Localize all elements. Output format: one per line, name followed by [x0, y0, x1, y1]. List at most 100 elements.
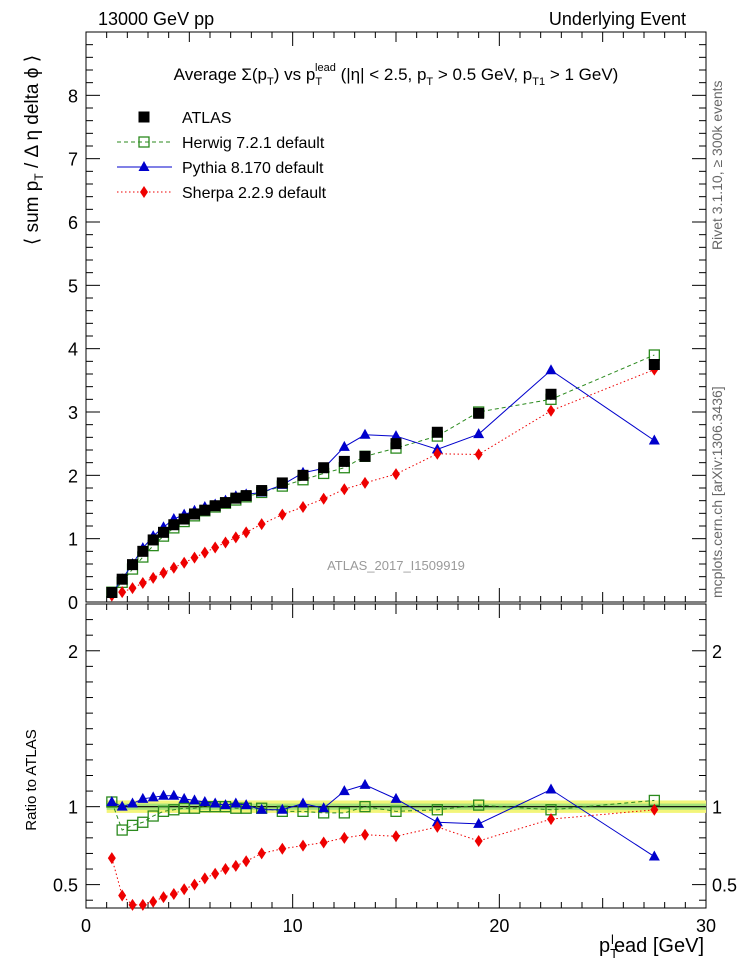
point-0-6 — [168, 519, 180, 531]
point-2-18 — [338, 440, 350, 451]
ratio-point-0-21 — [431, 804, 443, 816]
point-3-10 — [211, 541, 220, 554]
watermark: ATLAS_2017_I1509919 — [327, 558, 465, 573]
point-3-4 — [149, 571, 158, 584]
ratio-point-1-14 — [256, 803, 268, 814]
ratio-y-tick-label: 2 — [712, 642, 722, 662]
point-3-8 — [190, 551, 199, 564]
point-3-21 — [433, 447, 442, 460]
point-3-23 — [547, 404, 555, 417]
point-0-12 — [230, 492, 242, 504]
main-y-axis-label: ⟨ sum pT / Δ η delta ϕ ⟩ — [22, 55, 46, 245]
ratio-point-1-9 — [199, 795, 211, 806]
ratio-point-2-10 — [211, 867, 220, 880]
ratio-point-2-21 — [433, 820, 442, 833]
ratio-point-1-15 — [276, 803, 288, 814]
legend-entry-1: Herwig 7.2.1 default — [117, 135, 325, 152]
point-0-22 — [473, 407, 485, 419]
ratio-point-2-23 — [547, 813, 555, 826]
ratio-point-2-5 — [159, 891, 168, 904]
y-tick-label: 2 — [68, 466, 78, 486]
point-0-23 — [545, 388, 557, 400]
legend-entry-3: Sherpa 2.2.9 default — [117, 185, 327, 202]
ratio-y-tick-label: 1 — [68, 798, 78, 818]
point-0-4 — [147, 534, 159, 546]
point-0-2 — [127, 559, 138, 571]
point-0-10 — [209, 500, 221, 512]
ratio-panel-frame — [85, 603, 707, 909]
ratio-point-2-18 — [340, 831, 349, 844]
ratio-point-2-11 — [221, 863, 230, 876]
ratio-point-1-19 — [359, 778, 371, 789]
ratio-point-1-7 — [178, 792, 190, 803]
point-3-19 — [361, 476, 369, 489]
point-0-14 — [256, 485, 268, 497]
point-3-5 — [159, 566, 168, 579]
y-tick-label: 4 — [68, 340, 78, 360]
ratio-point-2-12 — [231, 859, 240, 872]
point-0-16 — [297, 469, 309, 481]
ratio-point-1-1 — [116, 800, 128, 811]
ratio-point-1-17 — [318, 802, 330, 813]
point-2-24 — [648, 434, 660, 445]
header-left: 13000 GeV pp — [98, 9, 214, 29]
point-0-11 — [220, 497, 231, 509]
point-3-18 — [340, 483, 349, 496]
ratio-point-0-2 — [126, 819, 139, 832]
y-tick-label: 7 — [68, 150, 78, 170]
ratio-point-1-4 — [147, 791, 159, 802]
x-axis-label: pTlead [GeV] — [599, 932, 704, 961]
ratio-point-2-6 — [169, 887, 178, 900]
ratio-point-0-22 — [473, 799, 485, 811]
header-right: Underlying Event — [549, 9, 686, 29]
point-3-3 — [138, 577, 147, 589]
ratio-y-tick-label: 1 — [712, 798, 722, 818]
point-0-7 — [178, 513, 190, 525]
y-tick-label: 0 — [68, 593, 78, 613]
ratio-point-1-8 — [189, 794, 200, 805]
ratio-point-1-0 — [106, 795, 118, 806]
x-tick-label: 20 — [489, 916, 509, 936]
ratio-point-2-16 — [299, 839, 307, 852]
point-0-13 — [240, 490, 252, 502]
ratio-point-1-16 — [297, 797, 309, 808]
ratio-y-tick-label: 0.5 — [712, 876, 737, 896]
ratio-point-2-7 — [180, 883, 189, 896]
ratio-y-tick-label: 2 — [68, 642, 78, 662]
point-3-14 — [257, 518, 266, 531]
legend-label: Herwig 7.2.1 default — [182, 135, 325, 152]
ratio-y-tick-label: 0.5 — [53, 876, 78, 896]
y-tick-label: 3 — [68, 403, 78, 423]
point-0-3 — [137, 545, 149, 557]
point-0-17 — [318, 462, 330, 474]
y-tick-label: 6 — [68, 213, 78, 233]
data-series — [106, 349, 660, 911]
point-3-9 — [200, 546, 209, 559]
ratio-point-1-22 — [473, 817, 485, 828]
ratio-point-1-5 — [158, 789, 169, 800]
point-3-6 — [169, 561, 178, 574]
ratio-point-2-13 — [242, 855, 251, 868]
point-3-12 — [231, 531, 240, 544]
ratio-point-0-20 — [390, 805, 402, 817]
ratio-point-1-18 — [338, 785, 350, 796]
ratio-point-2-2 — [128, 898, 137, 911]
x-tick-label: 10 — [283, 916, 303, 936]
ratio-point-0-19 — [359, 801, 371, 813]
ratio-point-2-8 — [190, 878, 199, 891]
ratio-point-0-3 — [137, 816, 149, 828]
x-tick-label: 30 — [696, 916, 716, 936]
main-title: Average Σ(pT) vs pTlead (|η| < 2.5, pT >… — [174, 62, 619, 88]
point-2-23 — [545, 364, 557, 375]
side-label-top: Rivet 3.1.10, ≥ 300k events — [709, 80, 725, 250]
ratio-point-1-13 — [240, 799, 252, 810]
ratio-point-1-6 — [168, 789, 180, 800]
ratio-line-1 — [111, 784, 655, 857]
point-3-11 — [221, 536, 230, 549]
ratio-point-2-24 — [650, 803, 659, 816]
point-3-7 — [180, 556, 189, 569]
ratio-point-2-17 — [319, 836, 328, 849]
point-3-22 — [474, 448, 483, 461]
point-3-16 — [299, 501, 307, 513]
axis-ticks: 0 10 20 30 0 1 2 3 4 5 6 7 8 0.5 0.5 1 1 2 2 — [53, 32, 737, 936]
